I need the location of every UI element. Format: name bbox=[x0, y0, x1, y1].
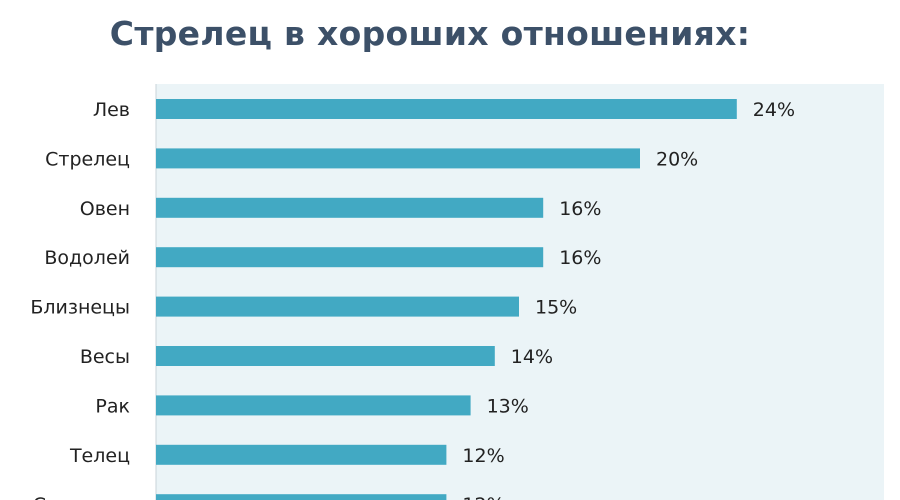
bar bbox=[156, 99, 737, 119]
bar bbox=[156, 346, 495, 366]
bar bbox=[156, 148, 640, 169]
category-label: Водолей bbox=[44, 247, 130, 269]
value-label: 16% bbox=[559, 198, 601, 220]
bar bbox=[156, 494, 447, 500]
plot-area-background bbox=[156, 84, 884, 500]
bar bbox=[156, 296, 519, 317]
bar bbox=[156, 395, 471, 416]
value-label: 14% bbox=[511, 346, 553, 368]
value-label: 12% bbox=[462, 445, 504, 467]
value-label: 12% bbox=[462, 494, 504, 500]
value-label: 15% bbox=[535, 297, 577, 319]
value-label: 16% bbox=[559, 247, 601, 269]
category-label: Весы bbox=[80, 346, 130, 368]
category-label: Скорпион bbox=[33, 494, 130, 500]
bar bbox=[156, 247, 544, 268]
chart-title: Стрелец в хороших отношениях: bbox=[109, 14, 751, 53]
category-label: Рак bbox=[95, 395, 130, 417]
value-label: 20% bbox=[656, 148, 698, 170]
bar bbox=[156, 444, 447, 465]
category-label: Овен bbox=[80, 198, 130, 220]
category-label: Лев bbox=[93, 99, 130, 121]
category-label: Телец bbox=[69, 445, 130, 467]
bars-group: Лев 24% Стрелец 20% Овен 16% Водолей 16% Близнец… bbox=[30, 99, 795, 500]
category-label: Стрелец bbox=[45, 148, 130, 170]
value-label: 13% bbox=[487, 395, 529, 417]
bar bbox=[156, 197, 544, 218]
value-label: 24% bbox=[753, 99, 795, 121]
category-label: Близнецы bbox=[30, 297, 130, 319]
